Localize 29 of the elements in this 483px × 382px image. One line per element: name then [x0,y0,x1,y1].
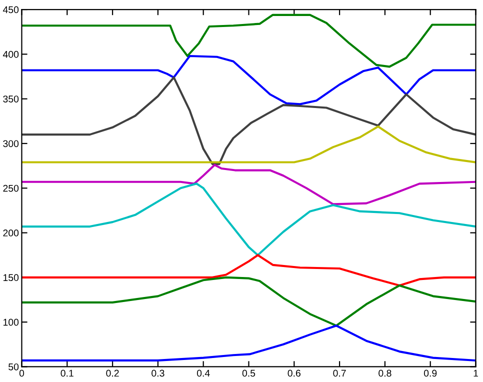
x-tick-label: 0.9 [424,370,437,377]
y-tick-label: 450 [2,6,19,14]
line-series [22,182,476,256]
line-series [22,125,476,164]
line-series [22,76,476,166]
line-series [22,324,476,362]
x-tick-label: 0 [19,370,24,377]
x-tick-label: 1 [474,370,478,377]
line-series [22,14,476,68]
x-tick-label: 0.4 [196,370,210,377]
y-tick-label: 100 [3,318,19,326]
line-series [22,164,476,206]
x-tick-label: 0.6 [288,370,300,377]
line-series [22,254,476,287]
x-tick-label: 0.3 [152,370,164,377]
y-tick-label: 350 [3,96,19,102]
x-tick-label: 0.5 [242,370,256,377]
y-tick-label: 250 [3,184,19,192]
y-tick-label: 50 [8,363,19,370]
y-tick-label: 400 [2,50,19,58]
y-tick-label: 150 [3,274,19,282]
y-tick-label: 300 [3,140,19,148]
line-series [22,54,476,106]
y-tick-label: 200 [3,230,19,236]
x-tick-label: 0.2 [106,370,119,377]
x-tick-label: 0.1 [60,370,74,377]
line-series [22,276,476,327]
x-tick-label: 0.7 [333,370,346,377]
x-tick-label: 0.8 [378,370,392,377]
